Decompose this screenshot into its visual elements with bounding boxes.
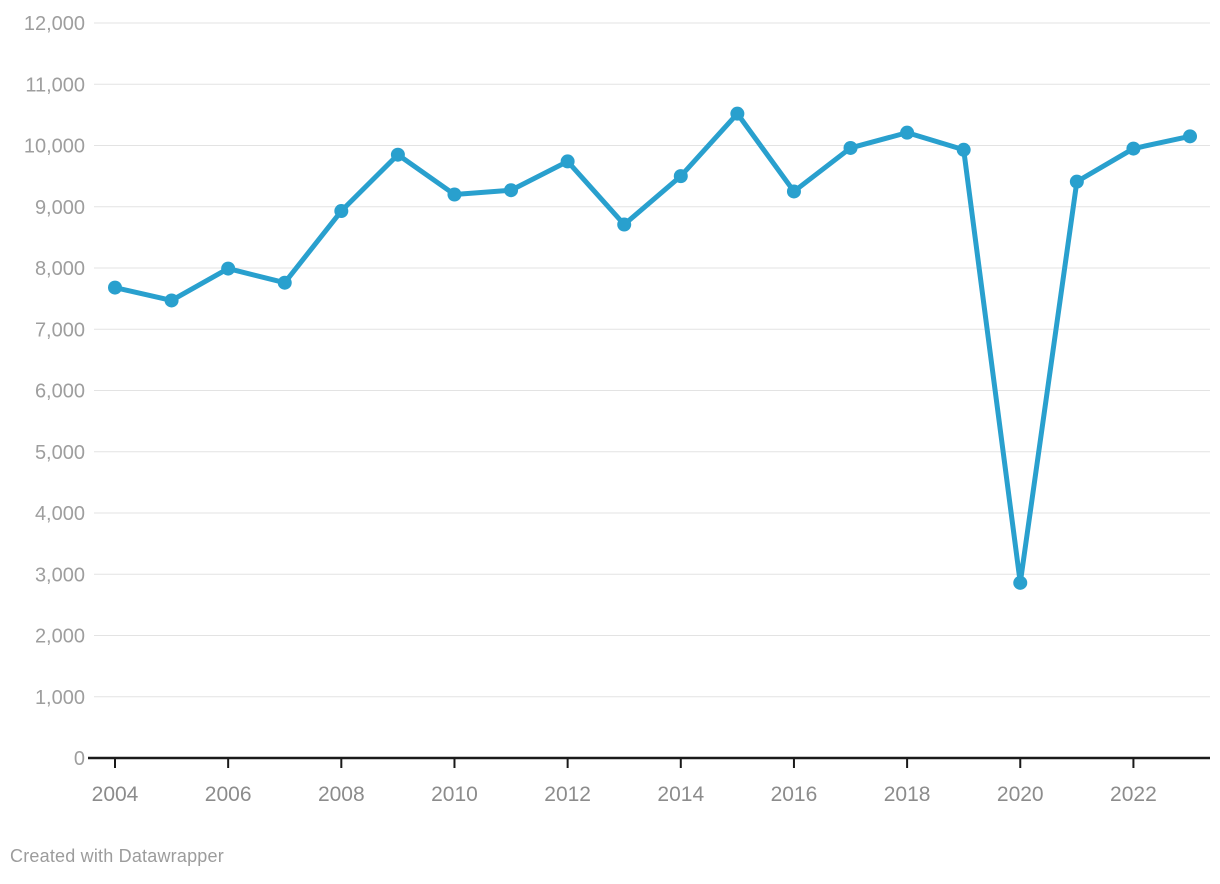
data-point[interactable] [673, 169, 688, 184]
y-tick-label: 8,000 [35, 258, 85, 280]
x-tick-label: 2012 [544, 783, 591, 806]
data-point[interactable] [617, 217, 632, 232]
chart-canvas: 0 1,000 2,000 3,000 4,000 5,000 6,000 7,000 8,00… [24, 13, 1210, 806]
line-chart: 0 1,000 2,000 3,000 4,000 5,000 6,000 7,000 8,00… [24, 13, 1210, 806]
y-tick-label: 2,000 [35, 626, 85, 648]
x-tick-label: 2016 [771, 783, 818, 806]
x-tick-label: 2018 [884, 783, 931, 806]
data-point[interactable] [730, 106, 745, 121]
data-point[interactable] [1183, 129, 1197, 144]
data-point[interactable] [504, 183, 519, 198]
data-point[interactable] [1069, 174, 1084, 189]
data-point[interactable] [1013, 575, 1028, 590]
y-tick-label: 10,000 [24, 136, 85, 158]
datawrapper-credit: Created with Datawrapper [10, 846, 224, 866]
y-tick-label: 1,000 [35, 687, 85, 709]
y-tick-label: 0 [74, 748, 85, 770]
data-point[interactable] [843, 140, 858, 155]
y-tick-label: 6,000 [35, 381, 85, 403]
y-tick-label: 7,000 [35, 319, 85, 341]
x-tick-label: 2008 [318, 783, 365, 806]
data-point[interactable] [786, 184, 801, 199]
data-point[interactable] [447, 187, 462, 202]
y-tick-label: 9,000 [35, 197, 85, 219]
data-point[interactable] [164, 293, 179, 308]
data-point[interactable] [221, 261, 236, 276]
y-tick-label: 12,000 [24, 13, 85, 35]
y-tick-label: 4,000 [35, 503, 85, 525]
data-point[interactable] [390, 147, 405, 162]
data-point[interactable] [277, 275, 292, 290]
data-point[interactable] [1126, 141, 1141, 156]
data-point[interactable] [956, 142, 971, 157]
data-point[interactable] [108, 280, 122, 295]
data-point[interactable] [900, 125, 915, 140]
x-tick-label: 2020 [997, 783, 1044, 806]
x-tick-label: 2022 [1110, 783, 1157, 806]
x-tick-label: 2004 [92, 783, 139, 806]
data-line [112, 111, 1193, 586]
y-tick-label: 5,000 [35, 442, 85, 464]
data-point[interactable] [560, 154, 575, 169]
y-tick-label: 11,000 [25, 74, 85, 96]
x-tick-label: 2010 [431, 783, 478, 806]
x-tick-label: 2014 [657, 783, 704, 806]
x-tick-label: 2006 [205, 783, 252, 806]
y-tick-label: 3,000 [35, 564, 85, 586]
data-point[interactable] [334, 204, 349, 219]
